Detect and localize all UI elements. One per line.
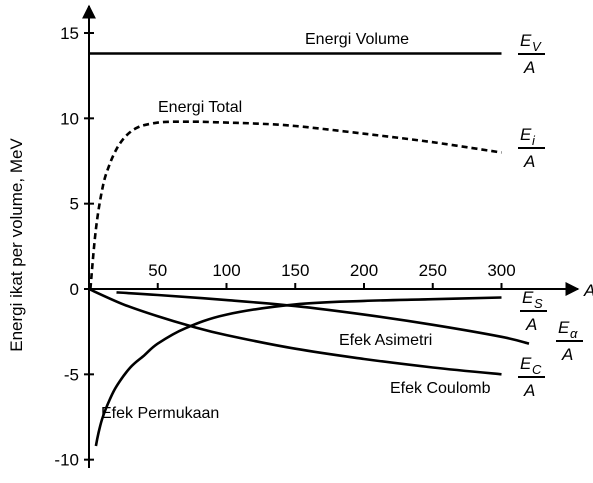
- fraction-subscript: V: [532, 39, 542, 54]
- y-tick-label: -5: [64, 365, 79, 384]
- y-axis-label: Energi ikat per volume, MeV: [7, 138, 26, 352]
- y-tick-label: 10: [60, 109, 79, 128]
- fraction-numerator: E: [520, 125, 532, 144]
- fraction-denominator: A: [523, 152, 535, 171]
- fraction-subscript: α: [570, 326, 578, 341]
- x-tick-label: 50: [148, 261, 167, 280]
- y-tick-label: 15: [60, 24, 79, 43]
- series-label-energi-total: Energi Total: [158, 99, 242, 116]
- fraction-numerator: E: [520, 31, 532, 50]
- fraction-denominator: A: [525, 315, 537, 334]
- fraction-subscript: S: [534, 296, 543, 311]
- fraction-numerator: E: [522, 288, 534, 307]
- fraction-numerator: E: [520, 354, 532, 373]
- fraction-numerator: E: [558, 318, 570, 337]
- series-label-efek-coulomb: Efek Coulomb: [390, 380, 491, 397]
- fraction-subscript: i: [532, 133, 536, 148]
- series-label-efek-permukaan: Efek Permukaan: [101, 405, 219, 422]
- series-efek-coulomb: [88, 287, 502, 376]
- fraction-denominator: A: [523, 58, 535, 77]
- series-label-energi-volume: Energi Volume: [305, 31, 409, 48]
- series-energi-total: [89, 120, 502, 290]
- x-tick-label: 300: [487, 261, 515, 280]
- y-ticks: -10 -5 0 5 10 15: [54, 24, 94, 470]
- x-tick-label: 200: [350, 261, 378, 280]
- x-axis-label: A: [583, 281, 593, 300]
- x-tick-label: 150: [281, 261, 309, 280]
- labels-layer: Energi Volume Energi Total Efek Permukaan E…: [101, 31, 491, 422]
- x-tick-label: 100: [212, 261, 240, 280]
- fraction-label-efek-permukaan: E SA: [520, 288, 547, 334]
- fraction-subscript: C: [532, 362, 542, 377]
- y-tick-label: 5: [70, 195, 79, 214]
- x-ticks: 50 100 150 200 250 300: [148, 261, 516, 289]
- x-tick-label: 250: [419, 261, 447, 280]
- y-tick-label: -10: [54, 451, 79, 470]
- series-efek-permukaan: [94, 296, 502, 447]
- fraction-label-energi-volume: E VA: [518, 31, 545, 77]
- y-tick-label: 0: [70, 280, 79, 299]
- fraction-denominator: A: [523, 381, 535, 400]
- fraction-denominator: A: [561, 345, 573, 364]
- series-layer: [88, 52, 530, 447]
- series-label-efek-asimetri: Efek Asimetri: [339, 332, 432, 349]
- series-efek-asimetri: [116, 291, 530, 345]
- fraction-label-efek-coulomb: E CA: [518, 354, 545, 400]
